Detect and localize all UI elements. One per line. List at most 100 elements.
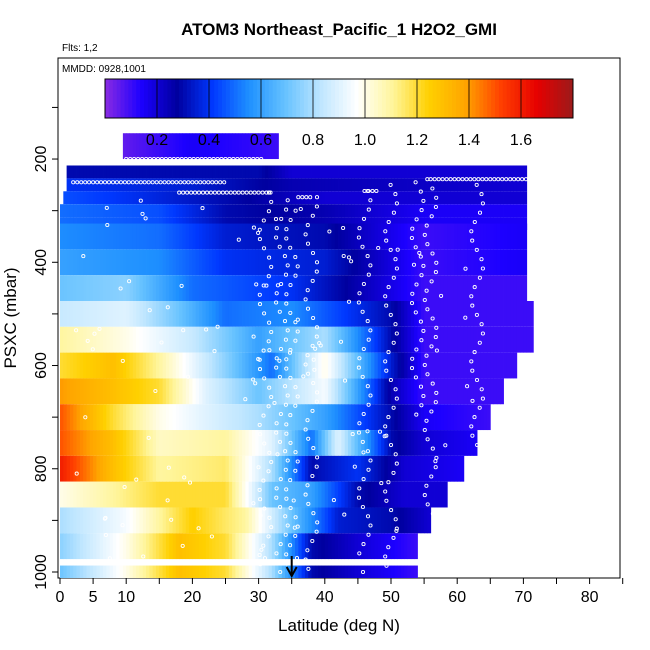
- heatmap-cell: [308, 204, 312, 218]
- heatmap-cell: [457, 404, 461, 431]
- heatmap-cell: [192, 507, 197, 534]
- heatmap-cell: [142, 178, 147, 192]
- heatmap-cell: [189, 191, 193, 205]
- heatmap-cell: [205, 352, 210, 379]
- heatmap-cell: [238, 204, 243, 218]
- heatmap-cell: [477, 275, 481, 301]
- heatmap-cell: [285, 223, 289, 250]
- heatmap-cell: [112, 455, 117, 482]
- track-point: [274, 560, 279, 565]
- heatmap-cell: [443, 404, 448, 431]
- heatmap-cell: [364, 223, 369, 250]
- heatmap-cell: [112, 430, 117, 456]
- heatmap-cell: [232, 352, 236, 379]
- track-point: [368, 393, 373, 398]
- track-point: [357, 226, 362, 231]
- track-point: [284, 422, 289, 427]
- heatmap-cell: [357, 404, 362, 431]
- heatmap-cell: [132, 352, 137, 379]
- track-point: [305, 241, 311, 246]
- heatmap-cell: [496, 191, 501, 205]
- heatmap-cell: [182, 507, 187, 534]
- heatmap-cell: [245, 178, 250, 192]
- heatmap-cell: [516, 275, 521, 301]
- heatmap-cell: [245, 533, 250, 560]
- track-point: [266, 274, 271, 279]
- track-point: [480, 461, 485, 466]
- heatmap-cell: [523, 326, 528, 353]
- heatmap-cell: [367, 301, 372, 327]
- track-point: [472, 350, 477, 355]
- heatmap-cell: [291, 275, 296, 301]
- track-point: [310, 538, 315, 544]
- heatmap-cell: [344, 507, 349, 534]
- heatmap-cell: [189, 430, 193, 456]
- heatmap-cell: [354, 481, 359, 508]
- heatmap-cell: [83, 249, 87, 276]
- heatmap-cell: [453, 455, 458, 482]
- heatmap-cell: [142, 565, 147, 578]
- track-point: [305, 306, 311, 311]
- heatmap-cell: [122, 191, 127, 205]
- track-point: [315, 390, 320, 395]
- heatmap-cell: [500, 301, 504, 327]
- heatmap-cell: [328, 178, 332, 192]
- heatmap-cell: [460, 352, 465, 379]
- heatmap-cell: [394, 430, 399, 456]
- heatmap-cell: [410, 404, 415, 431]
- heatmap-cell: [208, 565, 213, 578]
- heatmap-cell: [99, 301, 104, 327]
- heatmap-cell: [116, 249, 120, 276]
- heatmap-cell: [381, 565, 385, 578]
- heatmap-cell: [96, 430, 101, 456]
- heatmap-cell: [255, 378, 259, 405]
- colorbar-swatch: [420, 79, 426, 118]
- track-point: [476, 177, 481, 182]
- heatmap-cell: [139, 223, 144, 250]
- heatmap-cell: [265, 430, 269, 456]
- heatmap-cell: [354, 533, 359, 560]
- track-point: [368, 458, 373, 463]
- colorbar-swatch: [116, 79, 121, 118]
- track-point: [421, 393, 426, 399]
- heatmap-cell: [232, 326, 236, 353]
- heatmap-cell: [159, 191, 164, 205]
- heatmap-cell: [93, 326, 97, 353]
- heatmap-cell: [453, 249, 458, 276]
- heatmap-cell: [341, 455, 346, 482]
- heatmap-cell: [440, 249, 445, 276]
- heatmap-cell: [99, 430, 104, 456]
- heatmap-cell: [162, 191, 167, 205]
- heatmap-cell: [69, 455, 74, 482]
- heatmap-cell: [486, 191, 491, 205]
- colorbar-swatch: [459, 79, 465, 118]
- heatmap-cell: [199, 481, 203, 508]
- heatmap-cell: [427, 165, 432, 179]
- heatmap-cell: [338, 533, 342, 560]
- heatmap-cell: [460, 404, 465, 431]
- heatmap-cell: [341, 430, 346, 456]
- x-axis-label: Latitude (deg N): [278, 616, 400, 635]
- heatmap-cell: [169, 352, 173, 379]
- track-point: [434, 325, 439, 330]
- track-point: [492, 177, 497, 182]
- heatmap-cell: [248, 326, 253, 353]
- heatmap-cell: [361, 404, 365, 431]
- track-point: [394, 526, 399, 531]
- heatmap-cell: [86, 455, 91, 482]
- heatmap-cell: [112, 191, 117, 205]
- heatmap-cell: [83, 533, 87, 560]
- heatmap-cell: [159, 204, 164, 218]
- heatmap-cell: [212, 223, 216, 250]
- heatmap-cell: [99, 352, 104, 379]
- heatmap-cell: [208, 507, 213, 534]
- colorbar-swatch: [358, 79, 363, 118]
- colorbar-swatch: [190, 79, 196, 118]
- heatmap-cell: [328, 204, 332, 218]
- track-point: [472, 415, 477, 420]
- heatmap-cell: [275, 204, 279, 218]
- heatmap-cell: [354, 301, 359, 327]
- heatmap-cell: [172, 301, 177, 327]
- heatmap-cell: [308, 430, 312, 456]
- heatmap-cell: [331, 204, 336, 218]
